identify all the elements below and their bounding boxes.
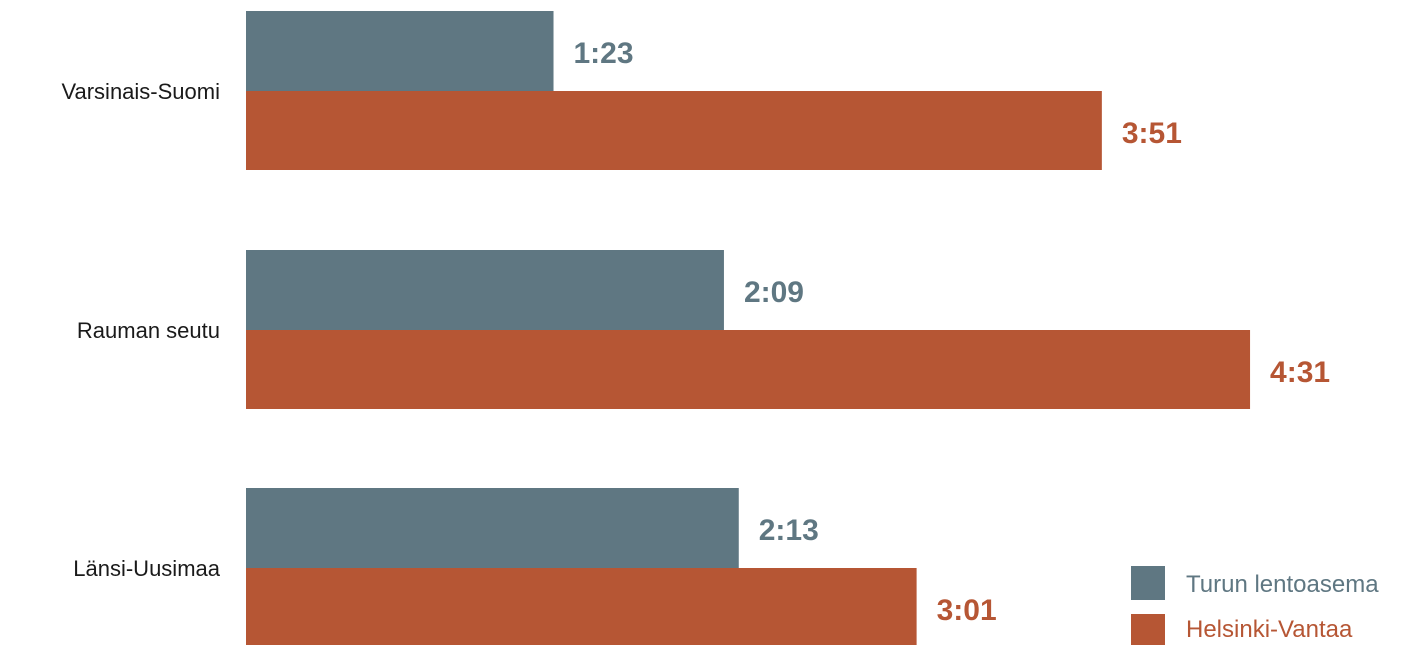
legend-swatch-helsinki-vantaa (1131, 614, 1165, 645)
value-label-lansi-uusimaa-helsinki-vantaa: 3:01 (937, 594, 997, 627)
legend: Turun lentoasema Helsinki-Vantaa (1131, 566, 1379, 645)
category-label-varsinais-suomi: Varsinais-Suomi (61, 79, 220, 104)
value-label-rauman-seutu-helsinki-vantaa: 4:31 (1270, 356, 1330, 389)
category-label-rauman-seutu: Rauman seutu (77, 318, 220, 343)
bars-layer (246, 11, 1251, 645)
value-label-lansi-uusimaa-turun-lentoasema: 2:13 (759, 514, 819, 547)
labels-layer: Varsinais-Suomi 1:23 3:51 Rauman seutu 2:09 4… (61, 37, 1330, 627)
legend-label-turun-lentoasema: Turun lentoasema (1186, 571, 1379, 598)
bar-rauman-seutu-turun-lentoasema (246, 250, 724, 330)
bar-rauman-seutu-helsinki-vantaa (246, 330, 1251, 409)
legend-swatch-turun-lentoasema (1131, 566, 1165, 600)
value-label-rauman-seutu-turun-lentoasema: 2:09 (744, 276, 804, 309)
category-label-lansi-uusimaa: Länsi-Uusimaa (73, 556, 220, 581)
value-label-varsinais-suomi-turun-lentoasema: 1:23 (574, 37, 634, 70)
bar-lansi-uusimaa-helsinki-vantaa (246, 568, 917, 645)
value-label-varsinais-suomi-helsinki-vantaa: 3:51 (1122, 117, 1182, 150)
bar-varsinais-suomi-turun-lentoasema (246, 11, 554, 91)
legend-label-helsinki-vantaa: Helsinki-Vantaa (1186, 616, 1353, 643)
bar-lansi-uusimaa-turun-lentoasema (246, 488, 739, 568)
bar-varsinais-suomi-helsinki-vantaa (246, 91, 1102, 170)
